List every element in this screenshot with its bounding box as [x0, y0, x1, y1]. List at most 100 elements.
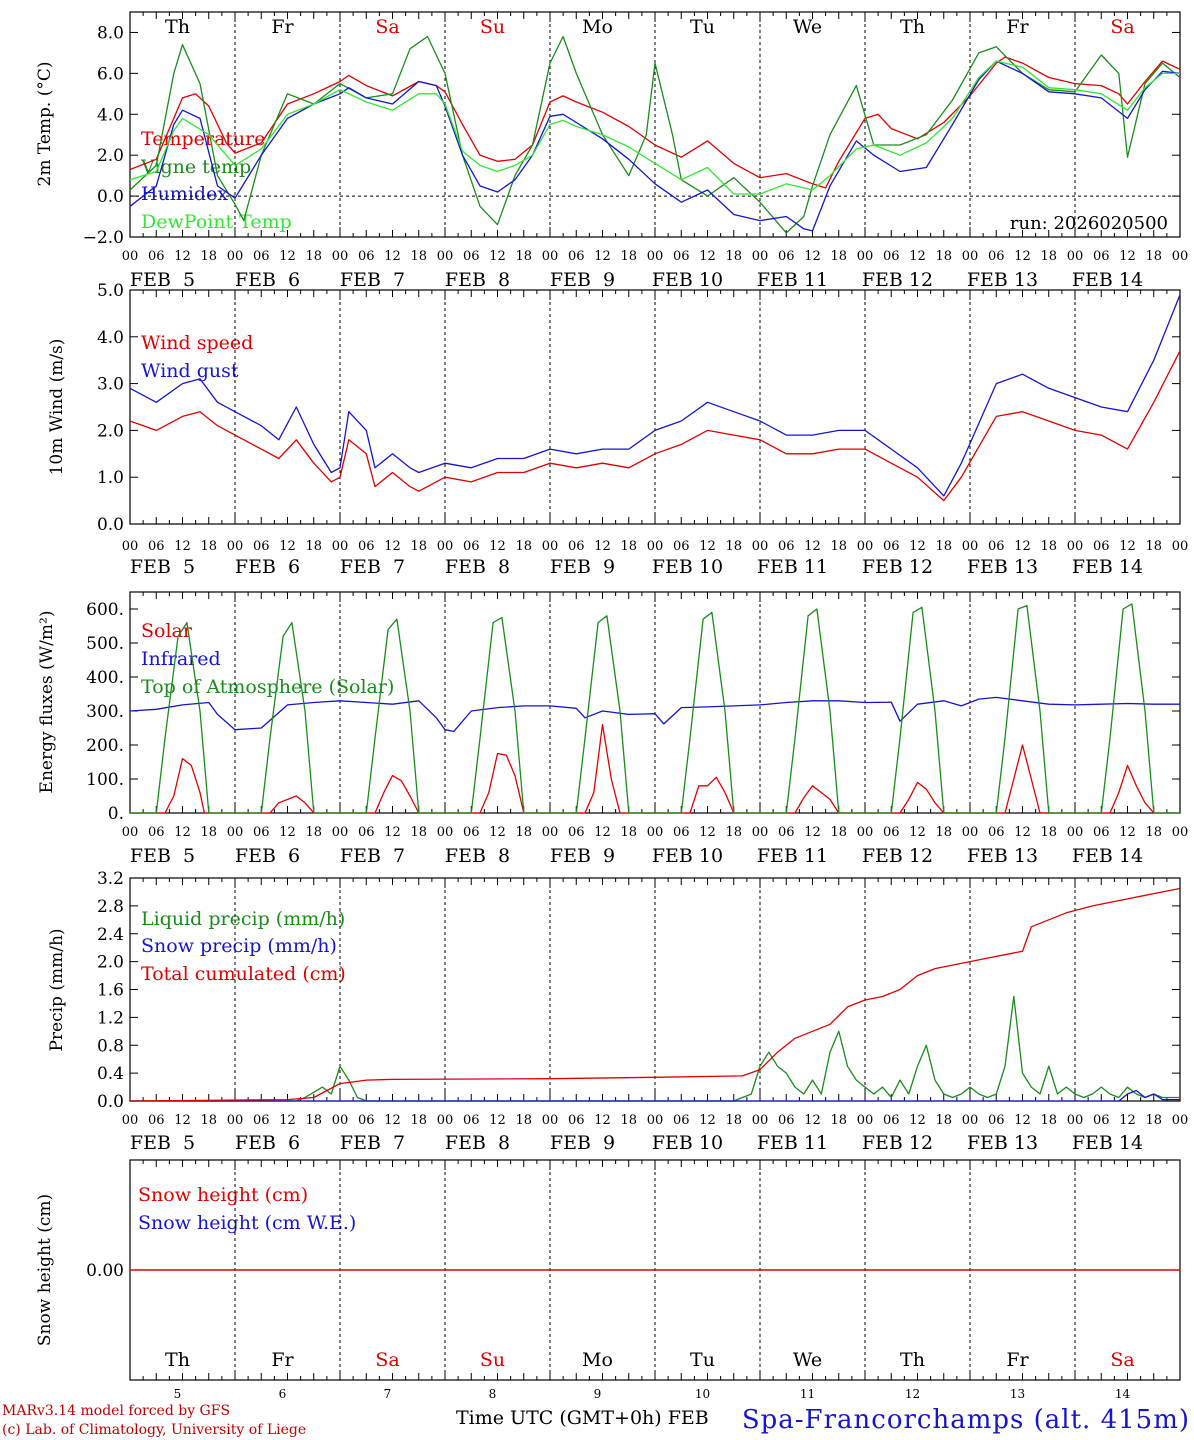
- hour-tick-label: 06: [358, 1113, 375, 1128]
- hour-tick-label: 00: [1172, 825, 1189, 840]
- date-label: FEB 9: [550, 269, 615, 291]
- series-line: [129, 294, 1181, 497]
- date-label: FEB 6: [235, 1132, 300, 1154]
- hour-tick-label: 00: [647, 249, 664, 264]
- hour-tick-label: 06: [358, 249, 375, 264]
- date-label: FEB 11: [757, 1132, 828, 1154]
- date-label: FEB 13: [967, 845, 1038, 867]
- date-label: FEB 12: [862, 269, 933, 291]
- hour-tick-label: 06: [253, 249, 270, 264]
- hour-tick-label: 18: [1040, 1113, 1057, 1128]
- y-tick-label: 0.0: [97, 515, 124, 535]
- legend: Liquid precip (mm/h) Snow precip (mm/h) …: [141, 908, 346, 985]
- hour-tick-label: 12: [489, 825, 506, 840]
- panel-precip: Precip (mm/h) Liquid precip (mm/h) Snow …: [47, 869, 1188, 1154]
- y-tick-label: 3.2: [97, 869, 124, 889]
- hour-tick-label: 18: [830, 1113, 847, 1128]
- date-label: FEB 7: [340, 269, 405, 291]
- hour-tick-label: 00: [1067, 539, 1084, 554]
- panel-energy: Energy fluxes (W/m²) Solar Infrared Top …: [37, 591, 1189, 867]
- hour-tick-label: 12: [594, 1113, 611, 1128]
- series-line: [129, 60, 1180, 195]
- y-axis-label: Precip (mm/h): [47, 928, 67, 1051]
- hour-tick-label: 18: [1145, 1113, 1162, 1128]
- hour-tick-label: 12: [174, 539, 191, 554]
- hour-tick-label: 00: [227, 1113, 244, 1128]
- hour-tick-label: 12: [384, 1113, 401, 1128]
- day-label: Fr: [271, 16, 294, 38]
- hour-tick-label: 12: [804, 1113, 821, 1128]
- day-label: Fr: [1006, 16, 1029, 38]
- hour-tick-label: 18: [410, 249, 427, 264]
- day-label: We: [793, 16, 822, 38]
- hour-tick-label: 06: [253, 539, 270, 554]
- hour-tick-label: 00: [647, 539, 664, 554]
- hour-tick-label: 00: [122, 539, 139, 554]
- y-tick-label: 5.0: [97, 281, 124, 301]
- day-label: Sa: [1110, 1349, 1134, 1371]
- date-label: FEB 10: [652, 556, 723, 578]
- day-label: Fr: [1006, 1349, 1029, 1371]
- hour-tick-label: 06: [883, 825, 900, 840]
- hour-tick-label: 00: [332, 249, 349, 264]
- date-label: FEB 12: [862, 845, 933, 867]
- bottom-date-label: 14: [1115, 1387, 1131, 1401]
- y-tick-label: 0.0: [97, 1092, 124, 1112]
- copyright-credit: (c) Lab. of Climatology, University of L…: [2, 1422, 306, 1438]
- y-tick-label: 6.0: [97, 64, 124, 84]
- hour-tick-label: 06: [883, 539, 900, 554]
- hour-tick-label: 18: [725, 1113, 742, 1128]
- date-label: FEB 7: [340, 556, 405, 578]
- hour-tick-label: 06: [673, 539, 690, 554]
- hour-tick-label: 06: [463, 1113, 480, 1128]
- hour-tick-label: 18: [200, 249, 217, 264]
- legend-snow-height-we: Snow height (cm W.E.): [138, 1212, 356, 1234]
- hour-tick-label: 06: [1093, 825, 1110, 840]
- y-tick-label: 2.0: [97, 421, 124, 441]
- date-label: FEB 10: [652, 1132, 723, 1154]
- hour-tick-label: 12: [1014, 1113, 1031, 1128]
- date-label: FEB 11: [757, 269, 828, 291]
- legend: Solar Infrared Top of Atmosphere (Solar): [141, 620, 394, 698]
- hour-tick-label: 06: [148, 539, 165, 554]
- date-label: FEB 12: [862, 556, 933, 578]
- hour-tick-label: 00: [962, 249, 979, 264]
- legend-wind-speed: Wind speed: [141, 332, 253, 354]
- day-label: Mo: [582, 16, 613, 38]
- y-tick-label: 2.0: [97, 953, 124, 973]
- legend-cumulated: Total cumulated (cm): [141, 963, 346, 985]
- y-tick-label: 1.0: [97, 468, 124, 488]
- series-line: [129, 696, 1180, 733]
- date-label: FEB 5: [130, 556, 195, 578]
- hour-tick-label: 12: [594, 249, 611, 264]
- hour-tick-label: 12: [1014, 825, 1031, 840]
- hour-tick-label: 06: [673, 1113, 690, 1128]
- date-label: FEB 7: [340, 1132, 405, 1154]
- date-label: FEB 8: [445, 845, 510, 867]
- hour-tick-label: 12: [594, 825, 611, 840]
- hour-tick-label: 18: [305, 825, 322, 840]
- hour-tick-label: 18: [1040, 249, 1057, 264]
- y-tick-label: 0.: [108, 804, 124, 824]
- hour-tick-label: 00: [752, 249, 769, 264]
- hour-tick-label: 06: [673, 249, 690, 264]
- hour-tick-label: 06: [883, 1113, 900, 1128]
- hour-tick-label: 12: [804, 249, 821, 264]
- date-label: FEB 7: [340, 845, 405, 867]
- y-tick-label: 1.6: [97, 981, 124, 1001]
- hour-tick-label: 18: [410, 539, 427, 554]
- day-label: Mo: [582, 1349, 613, 1371]
- y-tick-label: 600.: [86, 600, 124, 620]
- hour-tick-label: 12: [594, 539, 611, 554]
- hour-tick-label: 18: [410, 1113, 427, 1128]
- hour-tick-label: 18: [515, 539, 532, 554]
- hour-tick-label: 00: [437, 1113, 454, 1128]
- hour-tick-label: 12: [489, 1113, 506, 1128]
- day-label: We: [793, 1349, 822, 1371]
- hour-tick-label: 06: [253, 825, 270, 840]
- series-line: [129, 56, 1181, 189]
- y-tick-label: 500.: [86, 634, 124, 654]
- hour-tick-label: 00: [1067, 249, 1084, 264]
- series-line: [129, 350, 1181, 502]
